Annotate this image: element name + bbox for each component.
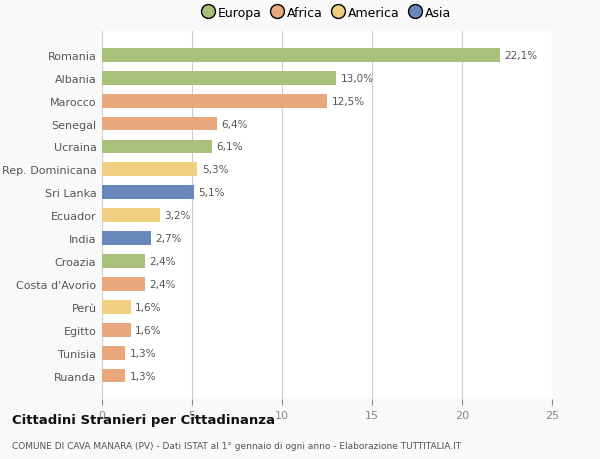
Bar xyxy=(102,209,160,223)
Bar xyxy=(102,163,197,177)
Bar xyxy=(102,95,327,108)
Legend: Europa, Africa, America, Asia: Europa, Africa, America, Asia xyxy=(200,4,454,22)
Bar xyxy=(102,118,217,131)
Text: 1,6%: 1,6% xyxy=(136,302,162,312)
Text: 12,5%: 12,5% xyxy=(331,96,365,106)
Text: 6,4%: 6,4% xyxy=(222,119,248,129)
Bar xyxy=(102,277,145,291)
Bar xyxy=(102,140,212,154)
Text: 22,1%: 22,1% xyxy=(504,50,538,61)
Text: 2,4%: 2,4% xyxy=(150,280,176,289)
Bar xyxy=(102,49,500,62)
Bar xyxy=(102,323,131,337)
Bar xyxy=(102,255,145,269)
Text: 2,7%: 2,7% xyxy=(155,234,182,244)
Bar xyxy=(102,300,131,314)
Text: 5,3%: 5,3% xyxy=(202,165,229,175)
Bar xyxy=(102,72,336,85)
Bar xyxy=(102,232,151,246)
Text: 13,0%: 13,0% xyxy=(341,73,373,84)
Bar xyxy=(102,186,194,200)
Bar xyxy=(102,346,125,360)
Text: 2,4%: 2,4% xyxy=(150,257,176,266)
Text: COMUNE DI CAVA MANARA (PV) - Dati ISTAT al 1° gennaio di ogni anno - Elaborazion: COMUNE DI CAVA MANARA (PV) - Dati ISTAT … xyxy=(12,441,461,450)
Bar xyxy=(102,369,125,383)
Text: 1,3%: 1,3% xyxy=(130,371,157,381)
Text: 6,1%: 6,1% xyxy=(217,142,243,152)
Text: 1,6%: 1,6% xyxy=(136,325,162,335)
Text: 3,2%: 3,2% xyxy=(164,211,191,221)
Text: 1,3%: 1,3% xyxy=(130,348,157,358)
Text: Cittadini Stranieri per Cittadinanza: Cittadini Stranieri per Cittadinanza xyxy=(12,413,275,426)
Text: 5,1%: 5,1% xyxy=(198,188,225,198)
